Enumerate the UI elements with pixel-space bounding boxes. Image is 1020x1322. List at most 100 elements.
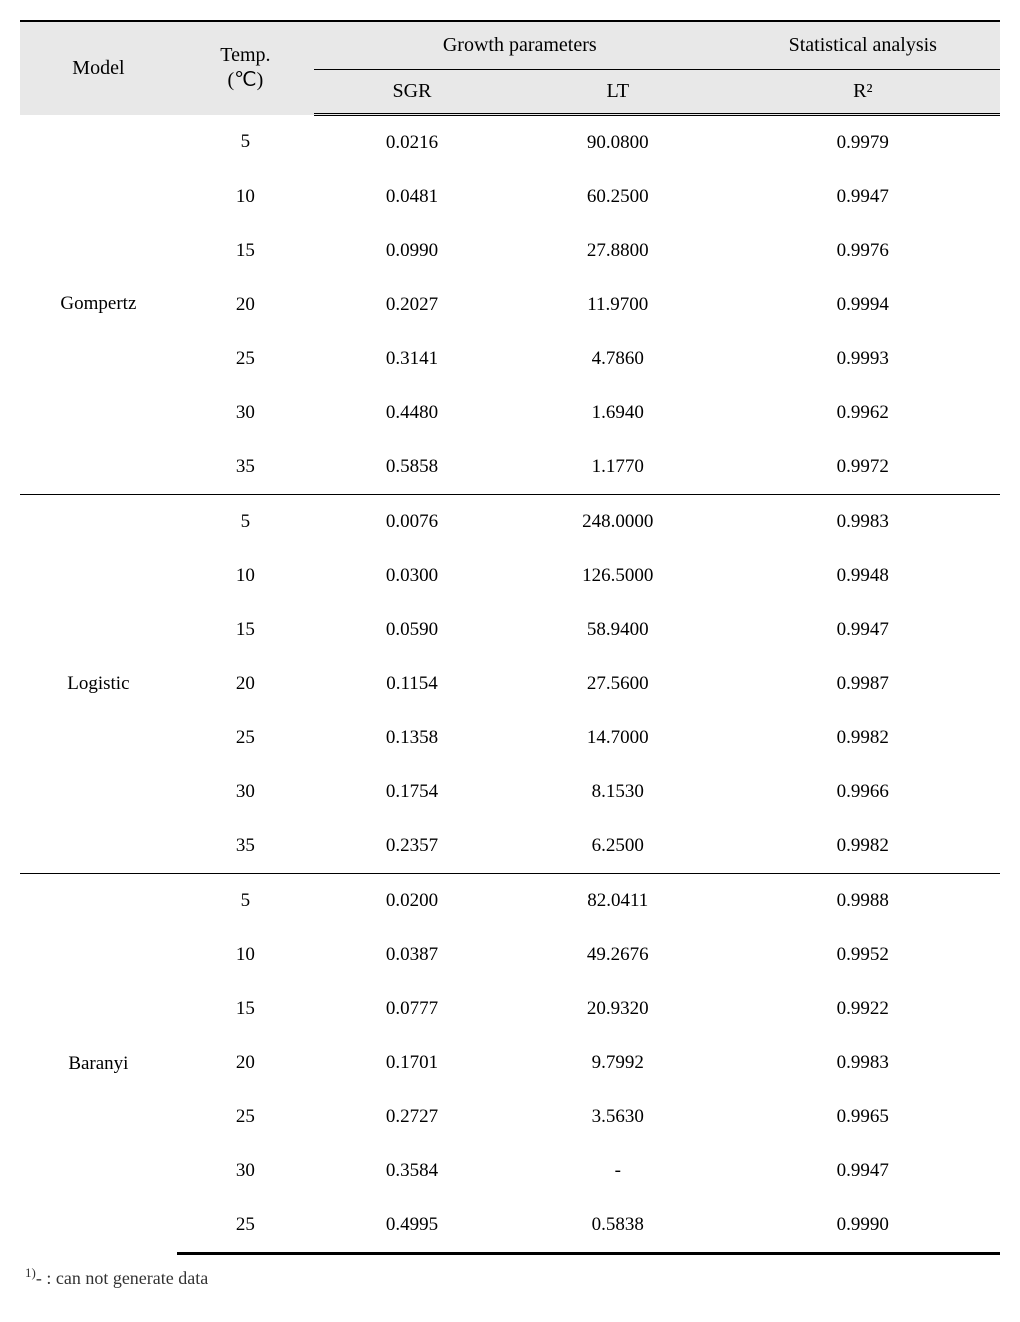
- sgr-cell: 0.5858: [314, 440, 510, 495]
- temp-cell: 30: [177, 765, 314, 819]
- growth-parameters-table: Model Temp. (℃) Growth parameters Statis…: [20, 20, 1000, 1255]
- sgr-cell: 0.0481: [314, 170, 510, 224]
- sgr-cell: 0.3584: [314, 1144, 510, 1198]
- lt-cell: 126.5000: [510, 549, 726, 603]
- temp-cell: 35: [177, 819, 314, 874]
- r2-cell: 0.9952: [726, 928, 1000, 982]
- model-cell: Baranyi: [20, 874, 177, 1254]
- temp-cell: 15: [177, 982, 314, 1036]
- model-cell: Gompertz: [20, 115, 177, 495]
- header-temp: Temp. (℃): [177, 21, 314, 115]
- r2-cell: 0.9965: [726, 1090, 1000, 1144]
- r2-cell: 0.9979: [726, 115, 1000, 171]
- sgr-cell: 0.2027: [314, 278, 510, 332]
- sgr-cell: 0.0990: [314, 224, 510, 278]
- r2-cell: 0.9983: [726, 495, 1000, 550]
- lt-cell: 9.7992: [510, 1036, 726, 1090]
- r2-cell: 0.9987: [726, 657, 1000, 711]
- lt-cell: 20.9320: [510, 982, 726, 1036]
- lt-cell: 58.9400: [510, 603, 726, 657]
- lt-cell: 1.6940: [510, 386, 726, 440]
- sgr-cell: 0.0200: [314, 874, 510, 929]
- sgr-cell: 0.3141: [314, 332, 510, 386]
- temp-cell: 20: [177, 1036, 314, 1090]
- r2-cell: 0.9947: [726, 170, 1000, 224]
- lt-cell: 60.2500: [510, 170, 726, 224]
- r2-cell: 0.9966: [726, 765, 1000, 819]
- header-temp-label: Temp.: [220, 44, 270, 66]
- r2-cell: 0.9962: [726, 386, 1000, 440]
- temp-cell: 20: [177, 657, 314, 711]
- table-row: Baranyi50.020082.04110.9988: [20, 874, 1000, 929]
- r2-cell: 0.9990: [726, 1198, 1000, 1254]
- lt-cell: 27.5600: [510, 657, 726, 711]
- header-r2: R²: [726, 70, 1000, 115]
- sgr-cell: 0.1154: [314, 657, 510, 711]
- temp-cell: 10: [177, 928, 314, 982]
- r2-cell: 0.9993: [726, 332, 1000, 386]
- sgr-cell: 0.0300: [314, 549, 510, 603]
- table-row: Logistic50.0076248.00000.9983: [20, 495, 1000, 550]
- lt-cell: 4.7860: [510, 332, 726, 386]
- temp-cell: 25: [177, 711, 314, 765]
- r2-cell: 0.9948: [726, 549, 1000, 603]
- lt-cell: 8.1530: [510, 765, 726, 819]
- lt-cell: -: [510, 1144, 726, 1198]
- r2-cell: 0.9988: [726, 874, 1000, 929]
- table-body: Gompertz50.021690.08000.9979100.048160.2…: [20, 115, 1000, 1254]
- sgr-cell: 0.1754: [314, 765, 510, 819]
- temp-cell: 20: [177, 278, 314, 332]
- header-sgr: SGR: [314, 70, 510, 115]
- sgr-cell: 0.0777: [314, 982, 510, 1036]
- header-row-1: Model Temp. (℃) Growth parameters Statis…: [20, 21, 1000, 70]
- temp-cell: 5: [177, 874, 314, 929]
- lt-cell: 0.5838: [510, 1198, 726, 1254]
- temp-cell: 10: [177, 170, 314, 224]
- temp-cell: 25: [177, 332, 314, 386]
- lt-cell: 82.0411: [510, 874, 726, 929]
- lt-cell: 3.5630: [510, 1090, 726, 1144]
- r2-cell: 0.9922: [726, 982, 1000, 1036]
- lt-cell: 6.2500: [510, 819, 726, 874]
- sgr-cell: 0.1701: [314, 1036, 510, 1090]
- sgr-cell: 0.0387: [314, 928, 510, 982]
- sgr-cell: 0.0590: [314, 603, 510, 657]
- footnote-superscript: 1): [25, 1265, 36, 1280]
- temp-cell: 30: [177, 1144, 314, 1198]
- header-temp-unit: (℃): [228, 69, 264, 91]
- sgr-cell: 0.1358: [314, 711, 510, 765]
- temp-cell: 10: [177, 549, 314, 603]
- temp-cell: 35: [177, 440, 314, 495]
- temp-cell: 25: [177, 1090, 314, 1144]
- header-model: Model: [20, 21, 177, 115]
- sgr-cell: 0.0076: [314, 495, 510, 550]
- footnote: 1)- : can not generate data: [20, 1265, 1000, 1289]
- temp-cell: 5: [177, 495, 314, 550]
- sgr-cell: 0.0216: [314, 115, 510, 171]
- header-growth-params: Growth parameters: [314, 21, 726, 70]
- model-cell: Logistic: [20, 495, 177, 874]
- r2-cell: 0.9982: [726, 819, 1000, 874]
- r2-cell: 0.9983: [726, 1036, 1000, 1090]
- r2-cell: 0.9947: [726, 603, 1000, 657]
- temp-cell: 25: [177, 1198, 314, 1254]
- header-stat-analysis: Statistical analysis: [726, 21, 1000, 70]
- footnote-text: - : can not generate data: [36, 1268, 208, 1288]
- sgr-cell: 0.4995: [314, 1198, 510, 1254]
- lt-cell: 27.8800: [510, 224, 726, 278]
- temp-cell: 15: [177, 224, 314, 278]
- r2-cell: 0.9982: [726, 711, 1000, 765]
- r2-cell: 0.9947: [726, 1144, 1000, 1198]
- r2-cell: 0.9994: [726, 278, 1000, 332]
- header-lt: LT: [510, 70, 726, 115]
- table-header: Model Temp. (℃) Growth parameters Statis…: [20, 21, 1000, 115]
- temp-cell: 15: [177, 603, 314, 657]
- lt-cell: 11.9700: [510, 278, 726, 332]
- table-row: Gompertz50.021690.08000.9979: [20, 115, 1000, 171]
- sgr-cell: 0.4480: [314, 386, 510, 440]
- r2-cell: 0.9976: [726, 224, 1000, 278]
- temp-cell: 5: [177, 115, 314, 171]
- r2-cell: 0.9972: [726, 440, 1000, 495]
- sgr-cell: 0.2357: [314, 819, 510, 874]
- lt-cell: 90.0800: [510, 115, 726, 171]
